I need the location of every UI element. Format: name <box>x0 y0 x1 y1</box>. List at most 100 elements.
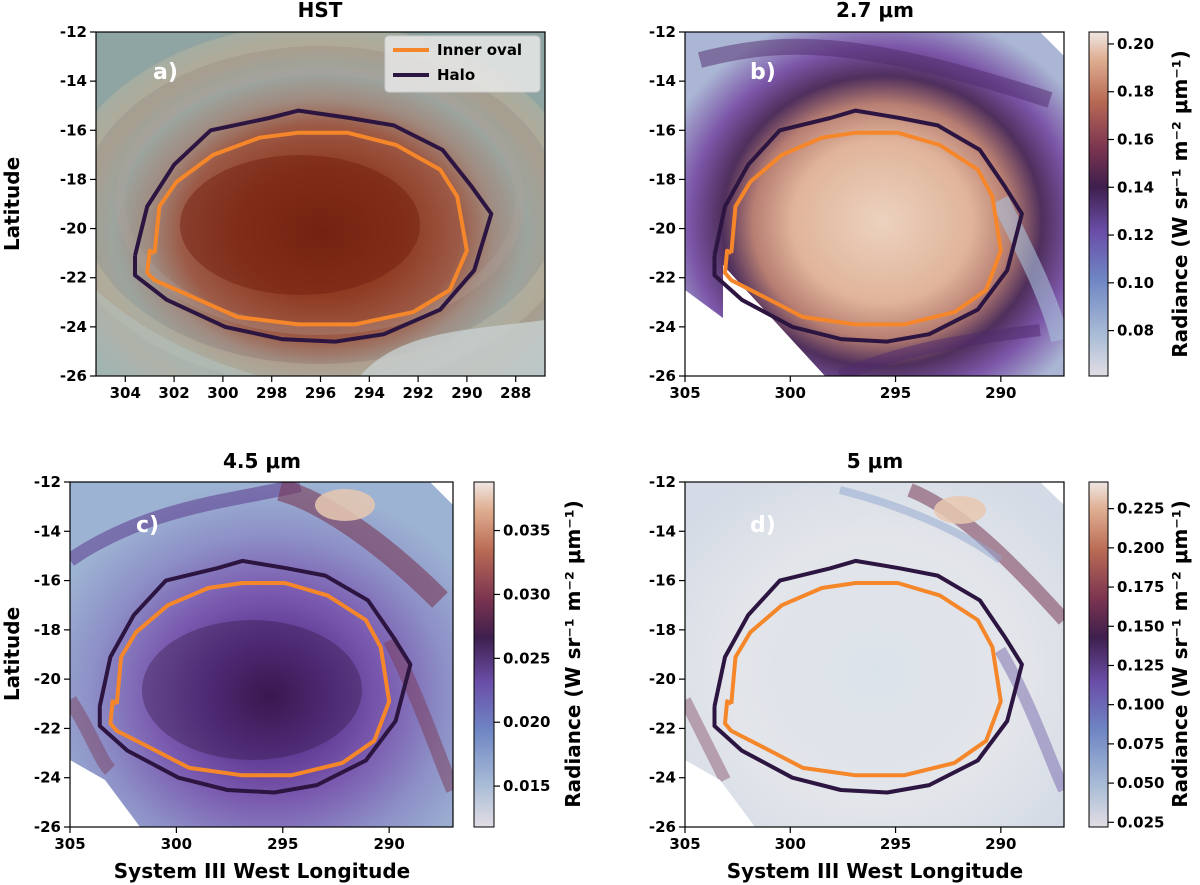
panel-label: b) <box>750 60 776 85</box>
plot-frame <box>69 481 454 828</box>
panel-label: a) <box>153 60 178 85</box>
colorbar <box>1088 481 1109 828</box>
colorbar-label: Radiance (W sr⁻¹ m⁻² μm⁻¹) <box>1168 500 1192 808</box>
y-tick-label: -18 <box>649 621 676 639</box>
panel-5um: 5 μm 305 300 295 290 -12 -14 -16 -18 -20 -22 -24 -2… <box>649 449 1192 883</box>
colorbar-tick-label: 0.16 <box>1117 131 1154 149</box>
heatmap-hotspot <box>315 489 375 521</box>
colorbar-tick-label: 0.150 <box>1117 617 1164 635</box>
x-axis-label: System III West Longitude <box>727 859 1023 883</box>
y-axis-label: Latitude <box>0 157 24 251</box>
x-tick-label: 295 <box>880 384 911 402</box>
x-tick-label: 300 <box>775 384 806 402</box>
y-tick-label: -22 <box>60 269 87 287</box>
x-tick-label: 288 <box>500 384 531 402</box>
x-tick-label: 300 <box>207 384 238 402</box>
colorbar-tick-label: 0.12 <box>1117 226 1154 244</box>
heatmap-hotspot <box>934 496 986 524</box>
heatmap-45um <box>70 482 453 827</box>
panel-title: 4.5 μm <box>223 449 301 473</box>
heatmap-band <box>839 486 1003 564</box>
heatmap-band <box>383 636 453 793</box>
colorbar-tick-label: 0.10 <box>1117 274 1154 292</box>
x-tick-label: 295 <box>880 835 911 853</box>
colorbar-tick-label: 0.08 <box>1117 322 1154 340</box>
y-tick-label: -26 <box>649 818 676 836</box>
x-tick-label: 296 <box>305 384 336 402</box>
y-tick-label: -16 <box>649 572 676 590</box>
heatmap-band <box>70 696 116 775</box>
y-tick-label: -16 <box>649 121 676 139</box>
y-tick-label: -20 <box>649 670 676 688</box>
heatmap-band <box>277 482 448 608</box>
x-tick-label: 290 <box>985 384 1016 402</box>
legend: Inner oval Halo <box>384 35 541 93</box>
y-tick-label: -12 <box>649 473 676 491</box>
colorbar-tick-label: 0.020 <box>503 713 550 731</box>
panel-title: HST <box>298 0 343 22</box>
y-tick-label: -26 <box>649 367 676 385</box>
nodata <box>685 760 755 827</box>
y-tick-label: -22 <box>649 269 676 287</box>
legend-entry: Inner oval <box>437 41 522 59</box>
heatmap-band <box>907 483 1064 625</box>
y-tick-label: -24 <box>60 318 87 336</box>
y-tick-label: -26 <box>60 367 87 385</box>
y-tick-label: -18 <box>60 170 87 188</box>
x-tick-label: 305 <box>669 384 700 402</box>
x-tick-label: 295 <box>267 835 298 853</box>
y-tick-label: -14 <box>649 72 676 90</box>
y-tick-label: -20 <box>649 220 676 238</box>
inner-oval-contour <box>108 581 392 778</box>
plot-frame <box>684 481 1065 828</box>
y-tick-label: -22 <box>34 719 61 737</box>
halo-contour <box>712 558 1024 795</box>
y-tick-label: -16 <box>60 121 87 139</box>
inner-oval-contour <box>723 581 1003 778</box>
panel-27um: 2.7 μm 305 300 295 290 -12 -14 -16 -18 -20 -22 -24… <box>649 0 1192 402</box>
heatmap-core <box>142 620 362 760</box>
y-tick-label: -24 <box>649 769 676 787</box>
x-tick-label: 305 <box>669 835 700 853</box>
colorbar-tick-label: 0.18 <box>1117 83 1154 101</box>
y-tick-label: -12 <box>60 23 87 41</box>
heatmap-band <box>837 324 1041 376</box>
colorbar <box>1088 31 1109 377</box>
colorbar-tick-label: 0.015 <box>503 777 550 795</box>
colorbar-tick-label: 0.035 <box>503 522 550 540</box>
x-tick-label: 290 <box>374 835 405 853</box>
panel-label: c) <box>136 513 159 538</box>
heatmap-band <box>698 38 1053 108</box>
y-tick-label: -14 <box>60 72 87 90</box>
hst-core <box>180 155 420 295</box>
heatmap-5um <box>685 482 1064 827</box>
colorbar-tick-label: 0.14 <box>1117 178 1154 196</box>
colorbar-tick-label: 0.025 <box>503 649 550 667</box>
y-tick-label: -22 <box>649 719 676 737</box>
inner-oval-contour <box>723 130 1003 327</box>
y-tick-label: -12 <box>649 23 676 41</box>
heatmap-band <box>994 646 1064 793</box>
y-tick-label: -20 <box>34 670 61 688</box>
x-tick-label: 292 <box>402 384 433 402</box>
hst-cloud-white <box>96 290 260 376</box>
x-tick-label: 305 <box>54 835 85 853</box>
heatmap-band <box>991 195 1064 343</box>
hst-cloud-white <box>360 320 545 376</box>
colorbar-tick-label: 0.050 <box>1117 774 1164 792</box>
colorbar-tick-label: 0.200 <box>1117 539 1164 557</box>
colorbar-tick-label: 0.075 <box>1117 735 1164 753</box>
x-axis-label: System III West Longitude <box>114 859 410 883</box>
plot-frame <box>684 31 1065 377</box>
colorbar-label: Radiance (W sr⁻¹ m⁻² μm⁻¹) <box>561 500 585 808</box>
colorbar-label: Radiance (W sr⁻¹ m⁻² μm⁻¹) <box>1168 50 1192 358</box>
halo-contour <box>712 108 1024 344</box>
colorbar-tick-label: 0.025 <box>1117 813 1164 831</box>
hst-band <box>96 32 545 376</box>
heatmap-27um <box>685 32 1064 376</box>
panel-label: d) <box>750 513 776 538</box>
y-tick-label: -18 <box>649 170 676 188</box>
y-tick-label: -14 <box>649 522 676 540</box>
colorbar-tick-label: 0.175 <box>1117 578 1164 596</box>
